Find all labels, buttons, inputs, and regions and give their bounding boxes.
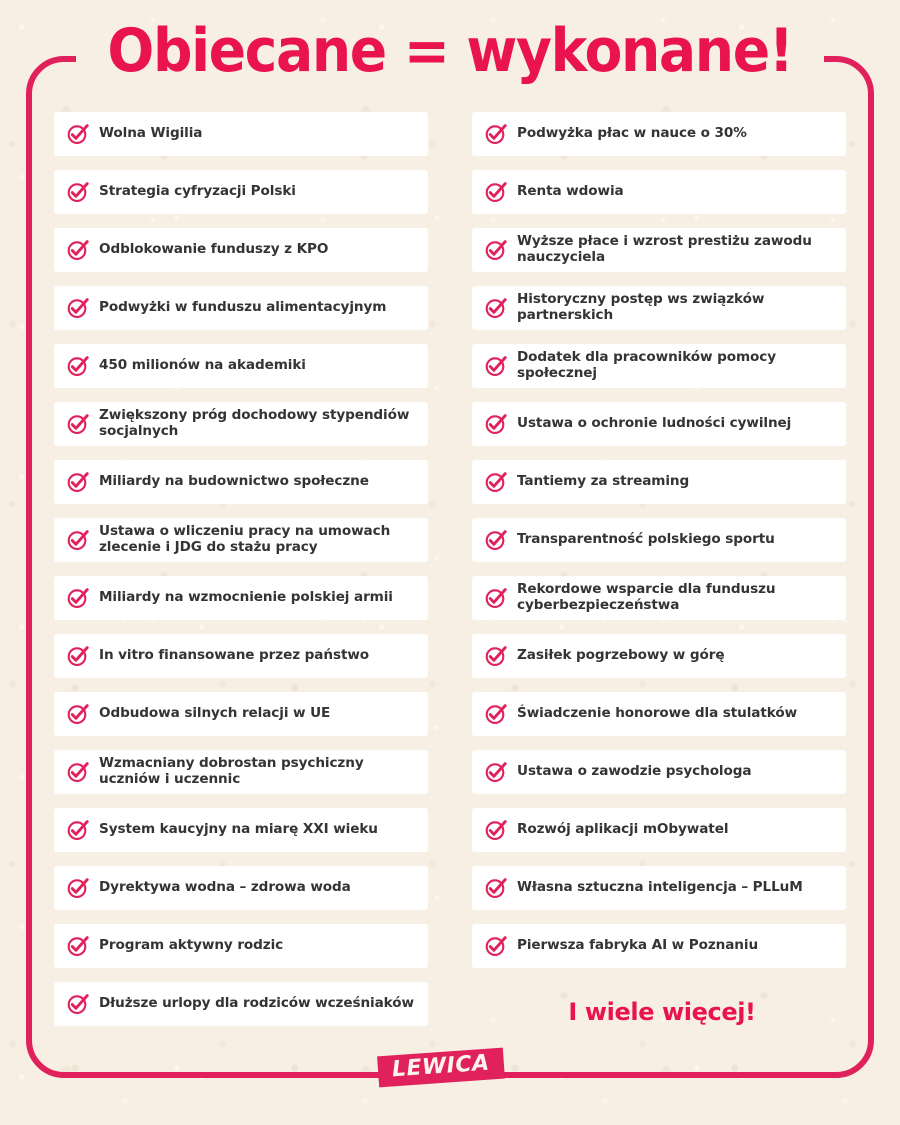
check-circle-icon — [67, 762, 89, 782]
promise-item: Strategia cyfryzacji Polski — [54, 170, 428, 214]
promise-item-label: Zasiłek pogrzebowy w górę — [517, 647, 725, 664]
promise-item: Zasiłek pogrzebowy w górę — [472, 634, 846, 678]
check-circle-icon — [485, 240, 507, 260]
promise-item-label: Pierwsza fabryka AI w Poznaniu — [517, 937, 759, 954]
promise-item-label: Podwyżki w funduszu alimentacyjnym — [99, 299, 387, 316]
check-circle-icon — [485, 936, 507, 956]
check-circle-icon — [485, 530, 507, 550]
promise-item-label: Dyrektywa wodna – zdrowa woda — [99, 879, 351, 896]
promise-item: Dyrektywa wodna – zdrowa woda — [54, 866, 428, 910]
promise-item-label: Rozwój aplikacji mObywatel — [517, 821, 729, 838]
promise-item: Rozwój aplikacji mObywatel — [472, 808, 846, 852]
promise-item-label: Rekordowe wsparcie dla funduszu cyberbez… — [517, 581, 776, 613]
promise-item-label: Program aktywny rodzic — [99, 937, 284, 954]
promise-item-label: Tantiemy za streaming — [517, 473, 690, 490]
promise-item: Renta wdowia — [472, 170, 846, 214]
promise-item-label: Dodatek dla pracowników pomocy społeczne… — [517, 349, 777, 381]
promise-item-label: Miliardy na wzmocnienie polskiej armii — [99, 589, 393, 606]
check-circle-icon — [67, 530, 89, 550]
promise-item: Ustawa o wliczeniu pracy na umowach zlec… — [54, 518, 428, 562]
check-circle-icon — [67, 182, 89, 202]
promise-item: Program aktywny rodzic — [54, 924, 428, 968]
check-circle-icon — [67, 936, 89, 956]
check-circle-icon — [485, 356, 507, 376]
promise-item-label: Wyższe płace i wzrost prestiżu zawodu na… — [517, 233, 812, 265]
promise-item-label: Świadczenie honorowe dla stulatków — [517, 705, 798, 722]
check-circle-icon — [67, 646, 89, 666]
promise-item-label: Strategia cyfryzacji Polski — [99, 183, 296, 200]
check-circle-icon — [67, 298, 89, 318]
promise-item: Świadczenie honorowe dla stulatków — [472, 692, 846, 736]
promise-item: Historyczny postęp ws związków partnersk… — [472, 286, 846, 330]
check-circle-icon — [485, 588, 507, 608]
promise-item-label: Odblokowanie funduszy z KPO — [99, 241, 329, 258]
check-circle-icon — [485, 646, 507, 666]
promise-item: Wolna Wigilia — [54, 112, 428, 156]
promise-item: Wzmacniany dobrostan psychiczny uczniów … — [54, 750, 428, 794]
promise-item: Podwyżka płac w nauce o 30% — [472, 112, 846, 156]
promise-item-label: Renta wdowia — [517, 183, 624, 200]
promise-item-label: Podwyżka płac w nauce o 30% — [517, 125, 747, 142]
check-circle-icon — [67, 704, 89, 724]
promise-item-label: Miliardy na budownictwo społeczne — [99, 473, 369, 490]
promise-item-label: Odbudowa silnych relacji w UE — [99, 705, 331, 722]
promise-item: Miliardy na wzmocnienie polskiej armii — [54, 576, 428, 620]
promise-item: 450 milionów na akademiki — [54, 344, 428, 388]
promise-item: In vitro finansowane przez państwo — [54, 634, 428, 678]
promise-item-label: Ustawa o zawodzie psychologa — [517, 763, 752, 780]
page-title: Obiecane = wykonane! — [107, 16, 794, 86]
promise-item-label: Wolna Wigilia — [99, 125, 203, 142]
lewica-logo-text: LEWICA — [391, 1050, 491, 1083]
check-circle-icon — [67, 356, 89, 376]
check-circle-icon — [485, 472, 507, 492]
check-circle-icon — [67, 240, 89, 260]
check-circle-icon — [67, 124, 89, 144]
promise-item: Zwiększony próg dochodowy stypendiów soc… — [54, 402, 428, 446]
promise-item: Transparentność polskiego sportu — [472, 518, 846, 562]
check-circle-icon — [67, 994, 89, 1014]
promise-item: Odbudowa silnych relacji w UE — [54, 692, 428, 736]
check-circle-icon — [67, 588, 89, 608]
promise-item: Podwyżki w funduszu alimentacyjnym — [54, 286, 428, 330]
promise-item-label: Transparentność polskiego sportu — [517, 531, 775, 548]
promises-column-left: Wolna Wigilia Strategia cyfryzacji Polski… — [54, 112, 428, 1026]
check-circle-icon — [67, 878, 89, 898]
and-much-more-text: I wiele więcej! — [568, 998, 756, 1026]
promise-item: Pierwsza fabryka AI w Poznaniu — [472, 924, 846, 968]
check-circle-icon — [485, 762, 507, 782]
promise-item-label: Własna sztuczna inteligencja – PLLuM — [517, 879, 803, 896]
promise-item-label: Wzmacniany dobrostan psychiczny uczniów … — [99, 755, 364, 787]
promise-item: Ustawa o zawodzie psychologa — [472, 750, 846, 794]
check-circle-icon — [67, 472, 89, 492]
check-circle-icon — [67, 820, 89, 840]
promise-item-label: Ustawa o wliczeniu pracy na umowach zlec… — [99, 523, 391, 555]
check-circle-icon — [485, 182, 507, 202]
promise-item: Dłuższe urlopy dla rodziców wcześniaków — [54, 982, 428, 1026]
promises-column-right: Podwyżka płac w nauce o 30% Renta wdowia W… — [472, 112, 846, 1026]
promise-item-label: Historyczny postęp ws związków partnersk… — [517, 291, 765, 323]
check-circle-icon — [485, 414, 507, 434]
promise-item: System kaucyjny na miarę XXI wieku — [54, 808, 428, 852]
promise-item: Dodatek dla pracowników pomocy społeczne… — [472, 344, 846, 388]
promise-item: Wyższe płace i wzrost prestiżu zawodu na… — [472, 228, 846, 272]
check-circle-icon — [67, 414, 89, 434]
check-circle-icon — [485, 124, 507, 144]
check-circle-icon — [485, 820, 507, 840]
promise-item-label: System kaucyjny na miarę XXI wieku — [99, 821, 378, 838]
check-circle-icon — [485, 298, 507, 318]
promises-columns: Wolna Wigilia Strategia cyfryzacji Polski… — [0, 112, 900, 1026]
promise-item-label: Dłuższe urlopy dla rodziców wcześniaków — [99, 995, 414, 1012]
promise-item-label: Zwiększony próg dochodowy stypendiów soc… — [99, 407, 410, 439]
promise-item-label: 450 milionów na akademiki — [99, 357, 306, 374]
check-circle-icon — [485, 704, 507, 724]
promise-item: Odblokowanie funduszy z KPO — [54, 228, 428, 272]
promise-item: Tantiemy za streaming — [472, 460, 846, 504]
promise-item: Ustawa o ochronie ludności cywilnej — [472, 402, 846, 446]
promise-item-label: Ustawa o ochronie ludności cywilnej — [517, 415, 792, 432]
promise-item: Własna sztuczna inteligencja – PLLuM — [472, 866, 846, 910]
promise-item: Rekordowe wsparcie dla funduszu cyberbez… — [472, 576, 846, 620]
promise-item: Miliardy na budownictwo społeczne — [54, 460, 428, 504]
check-circle-icon — [485, 878, 507, 898]
promise-item-label: In vitro finansowane przez państwo — [99, 647, 370, 664]
